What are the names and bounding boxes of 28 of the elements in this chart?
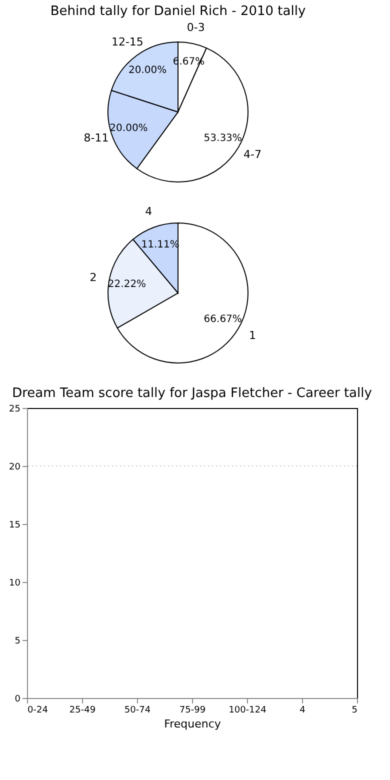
x-tick-label: 25-49 [69, 706, 96, 716]
data-label: 53.33% [204, 132, 242, 144]
data-label: 20.00% [128, 65, 167, 76]
x-tick-label: 0-24 [28, 706, 48, 716]
slice-label: 4 [145, 205, 152, 218]
chart-title: Behind tally for Daniel Rich - 2010 tally [50, 4, 306, 19]
x-tick-label: 75-99 [179, 706, 206, 716]
y-tick-label: 0 [14, 694, 21, 704]
x-tick-label: 50-74 [124, 706, 151, 716]
y-tick-label: 15 [9, 520, 20, 530]
slice-label: 0-3 [186, 20, 205, 34]
slice-label: 12-15 [111, 35, 144, 48]
slice-label: 1 [248, 329, 256, 342]
y-tick-label: 5 [14, 636, 20, 646]
chart-title: Dream Team score tally for Jaspa Fletcher - Career tally [12, 386, 372, 401]
x-tick-label: 5 [352, 706, 358, 716]
y-tick-label: 25 [9, 404, 20, 414]
data-label: 20.00% [110, 123, 148, 134]
y-tick-label: 10 [9, 578, 21, 588]
slice-label: 4-7 [243, 148, 262, 162]
data-label: 66.67% [204, 314, 242, 325]
x-tick-label: 100-124 [228, 706, 267, 716]
x-tick-label: 4 [300, 706, 306, 716]
data-label: 22.22% [108, 279, 146, 290]
y-tick-label: 20 [9, 462, 21, 472]
slice-label: 8-11 [84, 132, 109, 145]
x-axis-title: Frequency [164, 718, 222, 730]
slice-label: 2 [90, 271, 97, 284]
